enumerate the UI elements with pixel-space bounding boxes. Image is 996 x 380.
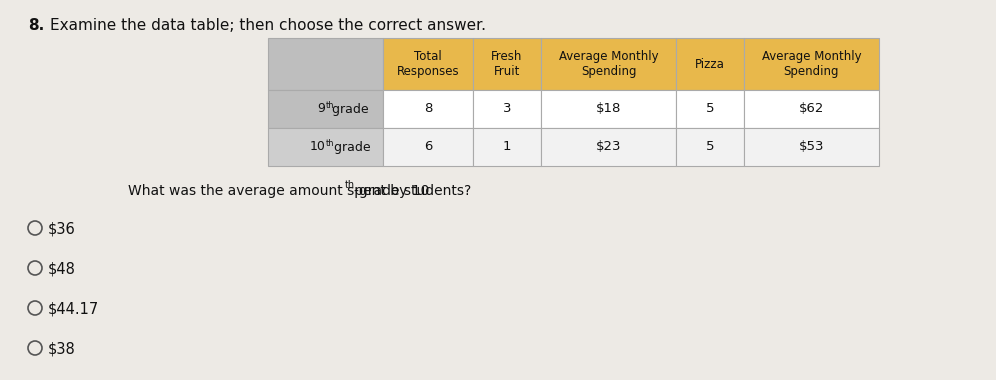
Text: 6: 6: [424, 141, 432, 154]
Bar: [268, 128, 383, 166]
Text: 5: 5: [706, 141, 714, 154]
Text: $62: $62: [799, 103, 824, 116]
Bar: [541, 38, 676, 90]
Text: Average Monthly
Spending: Average Monthly Spending: [559, 50, 658, 78]
Bar: [744, 90, 879, 128]
Bar: [744, 38, 879, 90]
Text: grade: grade: [329, 103, 370, 116]
Text: $44.17: $44.17: [48, 302, 100, 317]
Bar: [744, 128, 879, 166]
Text: Examine the data table; then choose the correct answer.: Examine the data table; then choose the …: [50, 18, 486, 33]
Text: Fresh
Fruit: Fresh Fruit: [491, 50, 523, 78]
Bar: [383, 90, 473, 128]
Text: th: th: [345, 180, 355, 190]
Text: grade: grade: [330, 141, 371, 154]
Bar: [676, 128, 744, 166]
Bar: [268, 38, 383, 90]
Text: $18: $18: [596, 103, 622, 116]
Text: $53: $53: [799, 141, 825, 154]
Text: $38: $38: [48, 342, 76, 357]
Text: 8: 8: [424, 103, 432, 116]
Bar: [473, 128, 541, 166]
Text: Average Monthly
Spending: Average Monthly Spending: [762, 50, 862, 78]
Text: 1: 1: [503, 141, 511, 154]
Bar: [541, 128, 676, 166]
Text: th: th: [326, 100, 334, 109]
Text: Pizza: Pizza: [695, 57, 725, 71]
Text: What was the average amount spent by 10: What was the average amount spent by 10: [128, 184, 429, 198]
Text: Total
Responses: Total Responses: [396, 50, 459, 78]
Bar: [473, 90, 541, 128]
Bar: [383, 128, 473, 166]
Bar: [473, 38, 541, 90]
Text: $48: $48: [48, 262, 76, 277]
Text: $36: $36: [48, 222, 76, 237]
Text: 9: 9: [318, 103, 326, 116]
Text: -grade students?: -grade students?: [355, 184, 472, 198]
Text: th: th: [326, 138, 334, 147]
Text: $23: $23: [596, 141, 622, 154]
Bar: [541, 90, 676, 128]
Text: 5: 5: [706, 103, 714, 116]
Bar: [268, 90, 383, 128]
Bar: [676, 90, 744, 128]
Text: 3: 3: [503, 103, 511, 116]
Text: 10: 10: [310, 141, 326, 154]
Text: 8.: 8.: [28, 18, 44, 33]
Bar: [676, 38, 744, 90]
Bar: [383, 38, 473, 90]
